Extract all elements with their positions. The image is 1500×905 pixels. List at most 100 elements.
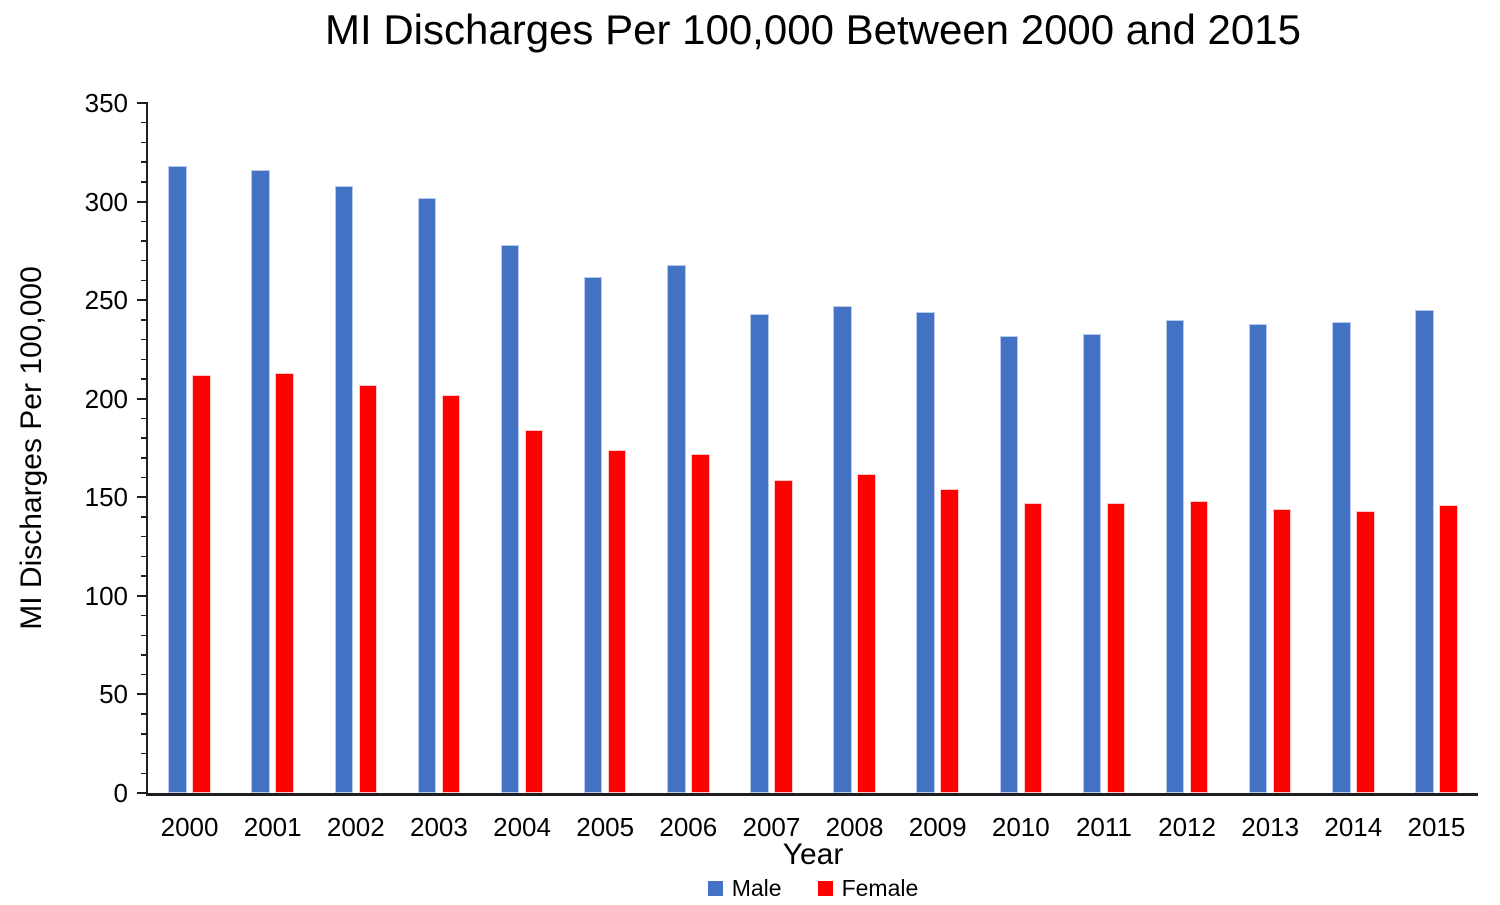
legend-swatch-female [817,881,833,896]
x-tick-label-2013: 2013 [1241,812,1300,842]
y-minor-tick [141,654,148,656]
x-tick-label-2005: 2005 [576,812,635,842]
bar-female-2008 [857,473,876,793]
x-tick-label-2004: 2004 [493,812,551,842]
legend: Male Female [148,875,1478,902]
bar-male-2014 [1332,321,1351,793]
y-minor-tick [141,437,148,439]
y-minor-tick [141,338,148,341]
legend-item-male: Male [707,875,782,902]
x-tick-label-2012: 2012 [1158,812,1216,842]
bar-male-2015 [1415,310,1434,793]
y-axis-title-text: MI Discharges Per 100,000 [15,266,49,630]
y-minor-tick [141,575,148,577]
y-minor-tick [141,772,148,775]
chart-title: MI Discharges Per 100,000 Between 2000 a… [325,6,1301,53]
bar-male-2008 [833,306,852,793]
y-minor-tick [141,614,148,617]
y-minor-tick [141,457,148,459]
legend-label-male: Male [731,875,782,901]
bar-female-2005 [607,449,627,793]
bar-female-2004 [524,430,544,793]
bar-female-2003 [441,394,461,793]
x-tick-label-2014: 2014 [1324,812,1383,842]
x-tick-label-2006: 2006 [659,812,718,842]
y-major-tick [137,299,148,302]
bar-female-2013 [1272,509,1292,793]
bar-male-2001 [251,170,270,793]
y-axis-line [145,103,148,796]
x-tick-label-2011: 2011 [1075,812,1132,842]
bar-female-2012 [1189,501,1209,793]
bar-female-2002 [358,384,378,793]
x-tick-label-2008: 2008 [825,812,884,842]
legend-swatch-male [707,881,723,896]
bar-female-2010 [1023,503,1043,793]
bar-female-2000 [192,375,211,793]
bar-female-2006 [691,453,710,793]
y-minor-tick [141,220,148,223]
bar-male-2002 [334,185,354,793]
y-minor-tick [141,181,148,183]
y-minor-tick [141,259,148,262]
y-tick-label: 0 [113,778,128,808]
x-tick-label-2003: 2003 [410,812,468,842]
y-major-tick [137,693,148,696]
bar-female-2001 [275,373,294,793]
x-tick-label-2000: 2000 [160,812,219,842]
y-minor-tick [141,535,148,538]
y-minor-tick [141,733,148,735]
y-minor-tick [141,121,148,124]
bar-male-2010 [999,335,1019,793]
bar-male-2007 [750,313,769,793]
y-major-tick [137,200,148,203]
bar-female-2011 [1106,503,1126,793]
x-axis-title: Year [782,838,844,871]
y-minor-tick [141,240,148,242]
y-tick-label: 350 [84,88,128,118]
bar-male-2013 [1248,323,1268,793]
legend-label-female: Female [841,875,919,901]
y-major-tick [137,792,148,794]
x-axis-line [145,793,1478,796]
y-minor-tick [141,141,148,144]
y-minor-tick [141,634,148,637]
bar-male-2004 [500,244,520,793]
bar-female-2014 [1356,511,1375,793]
y-major-tick [137,397,148,400]
y-major-tick [137,102,148,104]
bar-female-2009 [940,489,959,793]
bar-male-2011 [1082,333,1102,793]
x-tick-label-2001: 2001 [243,812,302,842]
x-tick-label-2002: 2002 [326,812,385,842]
y-minor-tick [141,161,148,163]
y-minor-tick [141,516,148,518]
bar-male-2006 [667,264,686,793]
bar-male-2003 [417,197,437,793]
y-minor-tick [141,673,148,676]
y-tick-label: 100 [84,580,128,611]
bar-male-2012 [1165,319,1185,793]
x-tick-label-2009: 2009 [908,812,967,842]
bar-female-2015 [1439,505,1458,793]
y-minor-tick [141,476,148,479]
y-major-tick [137,594,148,597]
bar-male-2000 [168,166,187,793]
bar-male-2009 [916,311,935,793]
legend-item-female: Female [817,875,919,902]
y-tick-label: 200 [84,383,128,414]
y-minor-tick [141,752,148,755]
y-minor-tick [141,279,148,282]
y-minor-tick [141,417,148,420]
bar-female-2007 [774,479,793,793]
y-minor-tick [141,378,148,380]
plot-area: 0 50 100 150 200 250 300 350 2000 2001 2002 2003 200… [85,88,1478,842]
x-tick-label-2007: 2007 [742,812,801,842]
y-minor-tick [141,555,148,558]
y-tick-label: 300 [84,186,128,217]
y-minor-tick [141,319,148,321]
x-tick-label-2015: 2015 [1407,812,1466,842]
y-minor-tick [141,358,148,361]
y-tick-label: 50 [99,679,128,710]
